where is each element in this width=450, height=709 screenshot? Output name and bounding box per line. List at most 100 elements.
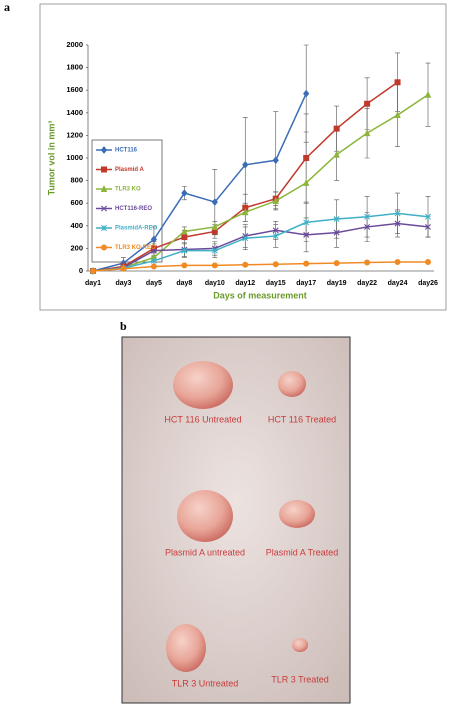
marker xyxy=(303,231,310,238)
panel-label: a xyxy=(4,0,10,14)
x-tick-label: day10 xyxy=(205,280,225,287)
marker xyxy=(333,216,340,222)
y-tick-label: 800 xyxy=(70,176,83,185)
legend-marker xyxy=(101,244,108,251)
legend-marker xyxy=(100,184,108,192)
photo-label: TLR 3 Untreated xyxy=(172,678,239,688)
y-tick-label: 1800 xyxy=(66,63,83,72)
marker xyxy=(211,222,219,230)
marker xyxy=(303,89,310,98)
x-tick-label: day3 xyxy=(115,280,131,287)
legend-label: Plasmid A xyxy=(115,167,144,173)
marker xyxy=(150,247,157,254)
marker xyxy=(150,257,157,264)
series-line xyxy=(92,261,428,272)
y-tick-label: 0 xyxy=(79,266,83,275)
x-tick-label: day22 xyxy=(357,280,377,287)
marker xyxy=(211,262,218,269)
marker xyxy=(242,235,249,242)
marker xyxy=(303,219,310,226)
marker xyxy=(394,79,401,86)
legend-label: TLR3 KO xyxy=(115,187,141,193)
photo-label: HCT 116 Untreated xyxy=(164,414,241,424)
marker xyxy=(425,213,431,220)
marker xyxy=(394,110,401,119)
marker xyxy=(363,129,371,137)
y-tick-label: 1600 xyxy=(66,85,83,94)
marker xyxy=(272,196,279,204)
y-tick-label: 1200 xyxy=(66,130,83,139)
marker xyxy=(272,227,279,234)
marker xyxy=(364,213,371,220)
marker xyxy=(272,233,279,239)
x-axis-label: Days of measurement xyxy=(213,290,307,300)
photo-label: Plasmid A untreated xyxy=(165,547,245,557)
series-line xyxy=(92,93,307,272)
marker xyxy=(394,220,401,227)
y-tick-label: 1000 xyxy=(66,153,83,162)
marker xyxy=(150,263,157,270)
legend-label: PlasmidA-REO xyxy=(115,226,158,232)
photo xyxy=(121,336,351,704)
y-tick-label: 1400 xyxy=(66,108,83,117)
marker xyxy=(303,154,310,161)
marker xyxy=(364,100,371,107)
marker xyxy=(303,260,310,267)
tumor xyxy=(278,371,306,397)
marker xyxy=(394,210,401,217)
marker xyxy=(364,259,371,266)
marker xyxy=(364,223,371,230)
tumor xyxy=(292,638,308,652)
marker xyxy=(242,160,249,169)
marker xyxy=(272,261,279,268)
marker xyxy=(150,235,158,244)
marker xyxy=(90,267,97,274)
marker xyxy=(424,90,432,98)
x-tick-label: day5 xyxy=(146,280,162,287)
x-tick-label: day24 xyxy=(388,280,408,287)
marker xyxy=(181,227,188,235)
x-tick-label: day19 xyxy=(327,280,347,287)
marker xyxy=(242,208,249,216)
marker xyxy=(302,178,310,186)
marker xyxy=(181,247,188,254)
tumor xyxy=(173,361,233,409)
tumor xyxy=(177,490,233,542)
marker xyxy=(333,125,340,132)
y-axis-label: Tumor vol in mm³ xyxy=(46,121,56,196)
marker xyxy=(242,261,249,268)
tumor xyxy=(279,500,315,528)
marker xyxy=(333,150,340,158)
marker xyxy=(181,189,188,197)
x-tick-label: day8 xyxy=(176,280,192,287)
y-tick-label: 200 xyxy=(70,243,83,252)
tumor xyxy=(166,624,206,672)
series-line xyxy=(92,212,429,272)
photo-label: Plasmid A Treated xyxy=(266,547,339,557)
y-tick-label: 400 xyxy=(70,221,83,230)
photo-label: TLR 3 Treated xyxy=(271,674,329,684)
legend-label: TLR3 KO-REO xyxy=(115,245,156,251)
marker xyxy=(272,156,279,165)
marker xyxy=(394,258,401,265)
marker xyxy=(425,223,431,230)
photo-label: HCT 116 Treated xyxy=(268,414,336,424)
x-tick-label: day26 xyxy=(418,280,438,287)
marker xyxy=(333,229,340,236)
marker xyxy=(120,265,127,272)
x-tick-label: day15 xyxy=(266,280,286,287)
legend-label: HCT116 xyxy=(115,148,138,154)
marker xyxy=(424,258,431,265)
y-tick-label: 600 xyxy=(70,198,83,207)
series-line xyxy=(92,94,429,272)
x-tick-label: day12 xyxy=(235,280,255,287)
x-tick-label: day17 xyxy=(296,280,316,287)
legend-marker xyxy=(100,146,108,154)
legend-label: HCT116-REO xyxy=(115,206,152,212)
panel-label: b xyxy=(120,319,127,333)
legend-marker xyxy=(101,225,107,231)
x-tick-label: day1 xyxy=(85,280,101,287)
series-line xyxy=(92,222,429,272)
